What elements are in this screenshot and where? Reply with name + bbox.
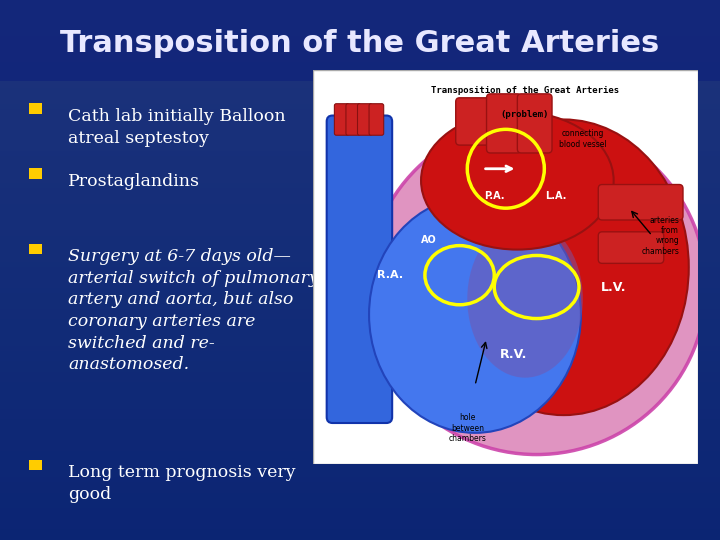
FancyBboxPatch shape (518, 94, 552, 153)
Text: Transposition of the Great Arteries: Transposition of the Great Arteries (60, 29, 660, 58)
Text: Long term prognosis very
good: Long term prognosis very good (68, 464, 296, 503)
Text: arteries
from
wrong
chambers: arteries from wrong chambers (642, 215, 679, 256)
Text: P.A.: P.A. (484, 191, 505, 201)
Ellipse shape (369, 197, 581, 433)
Ellipse shape (467, 220, 582, 377)
FancyBboxPatch shape (346, 104, 361, 135)
Text: hole
between
chambers: hole between chambers (449, 413, 486, 443)
FancyBboxPatch shape (369, 104, 384, 135)
FancyBboxPatch shape (334, 104, 349, 135)
Text: Surgery at 6-7 days old—
arterial switch of pulmonary
artery and aorta, but also: Surgery at 6-7 days old— arterial switch… (68, 248, 319, 373)
Text: L.A.: L.A. (545, 191, 567, 201)
FancyBboxPatch shape (487, 94, 521, 153)
FancyBboxPatch shape (358, 104, 372, 135)
Bar (29, 168, 42, 179)
Ellipse shape (421, 112, 613, 249)
Bar (29, 244, 42, 254)
Ellipse shape (367, 119, 706, 455)
Text: Cath lab initially Balloon
atreal septestoy: Cath lab initially Balloon atreal septes… (68, 108, 286, 146)
Bar (29, 460, 42, 470)
FancyBboxPatch shape (327, 116, 392, 423)
Bar (0, 0, 720, 81)
FancyBboxPatch shape (598, 185, 683, 220)
Text: Prostaglandins: Prostaglandins (68, 173, 200, 190)
FancyBboxPatch shape (456, 98, 490, 145)
Text: R.V.: R.V. (500, 348, 527, 361)
Text: (problem): (problem) (501, 110, 549, 119)
Text: Transposition of the Great Arteries: Transposition of the Great Arteries (431, 86, 619, 95)
Text: connecting
blood vessel: connecting blood vessel (559, 129, 607, 149)
Text: AO: AO (421, 235, 436, 245)
Text: L.V.: L.V. (601, 280, 626, 294)
Text: R.A.: R.A. (377, 270, 403, 280)
FancyBboxPatch shape (598, 232, 664, 264)
Ellipse shape (438, 119, 689, 415)
Bar (29, 103, 42, 114)
